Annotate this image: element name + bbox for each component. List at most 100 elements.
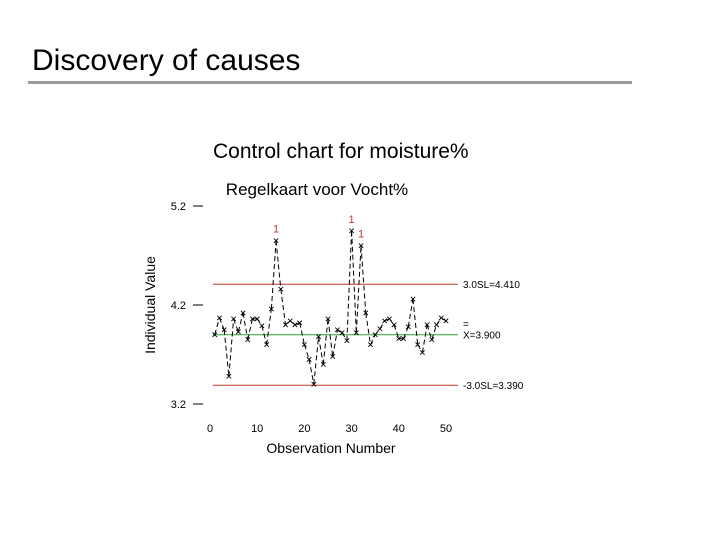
data-point [401,336,407,342]
data-point [240,310,246,316]
data-point [283,322,289,328]
data-point [212,332,218,338]
y-tick-label: 4.2 [171,300,186,312]
series-segment [313,336,320,385]
data-point-stroke [377,326,383,332]
data-point [372,332,378,338]
data-point [235,329,241,335]
series-segment [242,312,249,340]
data-point-stroke [372,332,378,338]
data-point [268,306,274,312]
data-point [245,337,251,343]
data-point [363,310,369,316]
data-point-stroke [278,286,284,292]
data-point-stroke [273,238,279,244]
series-segment [365,312,371,345]
data-point-stroke [264,342,270,348]
data-point [226,373,232,379]
data-point [311,381,317,387]
y-tick-label: 3.2 [171,399,186,411]
series-segment [318,336,324,365]
data-point [349,228,355,234]
data-point [264,342,270,348]
lcl-label: -3.0SL=3.390 [463,381,524,392]
x-axis-label: Observation Number [266,440,396,456]
series-segment [322,318,329,365]
slide-title: Discovery of causes [32,44,301,77]
data-point [254,316,260,322]
x-tick-label: 50 [440,423,452,435]
data-point-stroke [353,330,359,336]
data-point [292,322,298,328]
data-point [405,324,411,330]
data-point [391,322,397,328]
data-point-stroke [401,336,407,342]
series-segment [247,318,253,340]
data-point-stroke [320,361,326,367]
series-segment [214,317,220,335]
x-tick-label: 10 [251,423,263,435]
out-of-control-flag: 1 [358,229,364,241]
data-point-stroke [301,342,307,348]
series-segment [275,240,282,290]
data-point [273,238,279,244]
data-point [367,342,373,348]
data-point [344,338,350,344]
series-segment [228,318,235,377]
data-point [410,296,416,302]
data-point [301,342,307,348]
data-point-stroke [424,322,430,328]
center-label: X=3.900 [463,331,501,342]
series-segment [332,329,338,357]
ucl-label: 3.0SL=4.410 [463,280,520,291]
series-segment [308,359,315,385]
data-point [287,318,293,324]
data-point-stroke [363,310,369,316]
data-point-stroke [268,306,274,312]
data-point [216,315,222,321]
series-segment [421,324,428,353]
series-segment [370,334,376,345]
data-point-stroke [396,336,402,342]
data-point-stroke [249,316,255,322]
data-point-stroke [311,381,317,387]
data-point [221,327,227,333]
data-point [316,334,322,340]
data-point-stroke [391,322,397,328]
data-point-stroke [367,342,373,348]
data-point [297,320,303,326]
data-point [419,350,425,356]
data-point [429,337,435,343]
data-point [249,316,255,322]
data-point [415,342,421,348]
data-point [325,316,331,322]
data-point-stroke [254,316,260,322]
series-segment [393,324,400,339]
y-tick-label: 5.2 [171,201,186,213]
series-segment [431,324,438,340]
data-point [231,316,237,322]
data-point-stroke [410,296,416,302]
series-segment [412,299,419,345]
data-point [353,330,359,336]
data-point-stroke [344,338,350,344]
data-point-stroke [349,228,355,234]
x-tick-label: 40 [393,423,405,435]
series-segment [355,245,362,333]
data-point [377,326,383,332]
data-point-stroke [287,318,293,324]
center-bar-mark: = [463,320,469,331]
data-point-stroke [231,316,237,322]
series-segment [270,240,277,309]
data-point-stroke [429,337,435,343]
data-point [396,336,402,342]
series-segment [299,322,305,345]
x-tick-label: 30 [345,423,357,435]
data-point-stroke [297,320,303,326]
series-segment [403,326,409,339]
series-segment [327,318,334,357]
data-point-stroke [443,318,449,324]
data-point-stroke [292,322,298,328]
data-point [334,327,340,333]
